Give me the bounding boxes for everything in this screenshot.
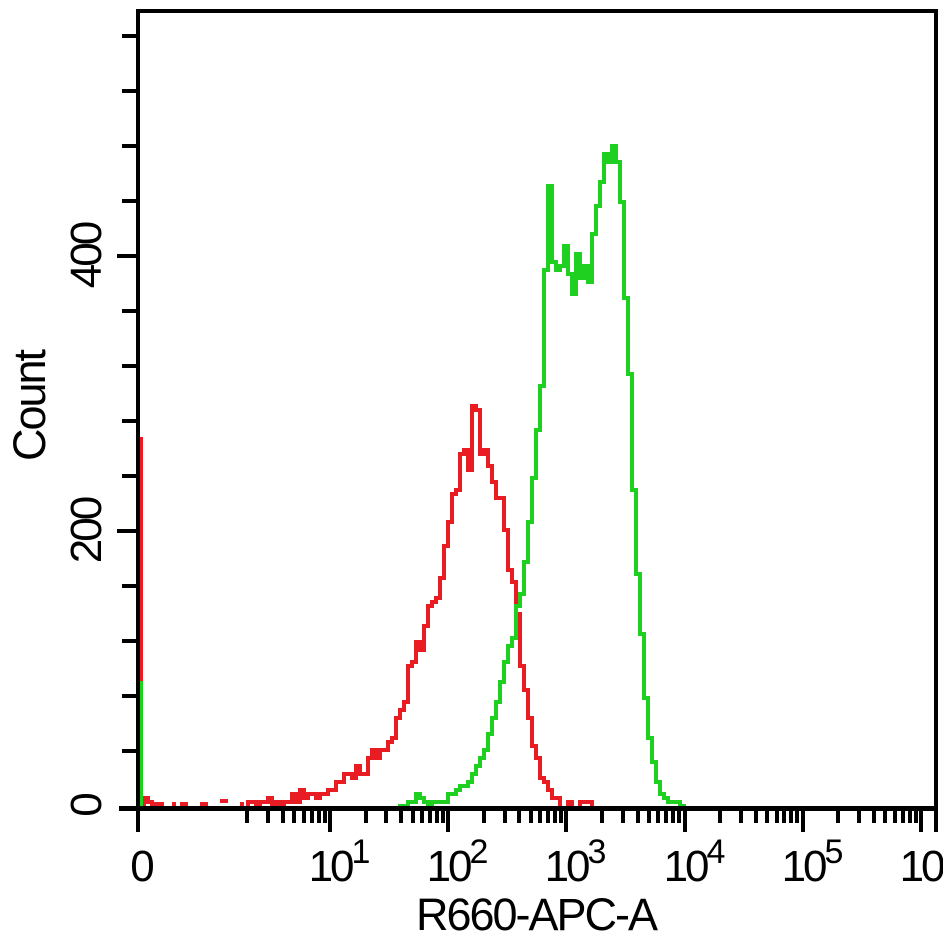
svg-text:200: 200: [62, 497, 111, 563]
svg-text:Count: Count: [4, 348, 55, 461]
svg-text:103: 103: [545, 833, 606, 891]
svg-text:R660-APC-A: R660-APC-A: [416, 889, 658, 939]
svg-text:400: 400: [62, 222, 111, 288]
svg-text:0: 0: [130, 842, 153, 891]
svg-text:0: 0: [62, 794, 111, 817]
svg-text:106: 106: [900, 833, 943, 891]
